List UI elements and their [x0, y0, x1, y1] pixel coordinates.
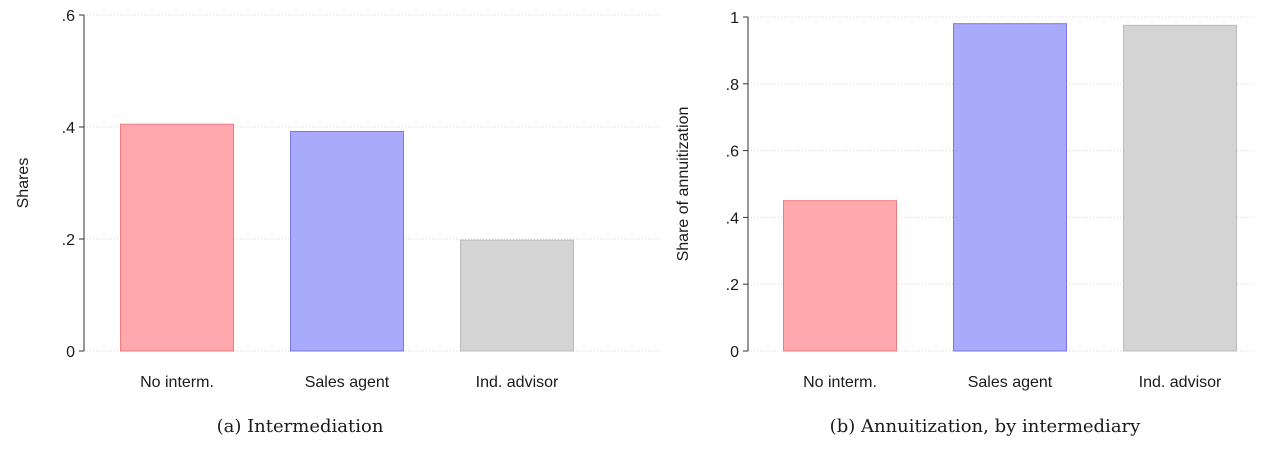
x-category-label: Sales agent: [305, 374, 390, 391]
bar: [783, 200, 897, 352]
y-tick-label: .6: [726, 144, 739, 161]
y-tick-label: .4: [62, 120, 75, 137]
panel-b-annuitization: 0 .2 .4 .6 .8 1 Share of annuitization No inter…: [675, 10, 1253, 437]
y-tick-label: 1: [730, 10, 739, 27]
bar: [460, 239, 574, 352]
bar: [120, 123, 234, 352]
y-axis-title: Shares: [15, 158, 32, 209]
y-tick-label: 0: [66, 344, 75, 361]
panel-caption: (b) Annuitization, by intermediary: [830, 416, 1141, 437]
x-category-label: Sales agent: [968, 374, 1053, 391]
x-category-label: Ind. advisor: [1139, 374, 1222, 391]
y-tick-label: .6: [62, 8, 75, 25]
y-tick-label: .8: [726, 77, 739, 94]
panel-a-intermediation: 0 .2 .4 .6 Shares No interm. Sales agent Ind. a…: [15, 8, 660, 437]
x-category-label: No interm.: [803, 374, 877, 391]
bar: [953, 23, 1067, 352]
y-tick-label: .2: [62, 232, 75, 249]
y-tick-label: .2: [726, 277, 739, 294]
y-tick-label: 0: [730, 344, 739, 361]
y-tick-label: .4: [726, 210, 739, 227]
bar: [290, 130, 404, 352]
x-category-label: Ind. advisor: [476, 374, 559, 391]
x-category-label: No interm.: [140, 374, 214, 391]
bar: [1123, 24, 1237, 352]
y-axis-title: Share of annuitization: [675, 107, 692, 262]
panel-caption: (a) Intermediation: [217, 416, 384, 437]
